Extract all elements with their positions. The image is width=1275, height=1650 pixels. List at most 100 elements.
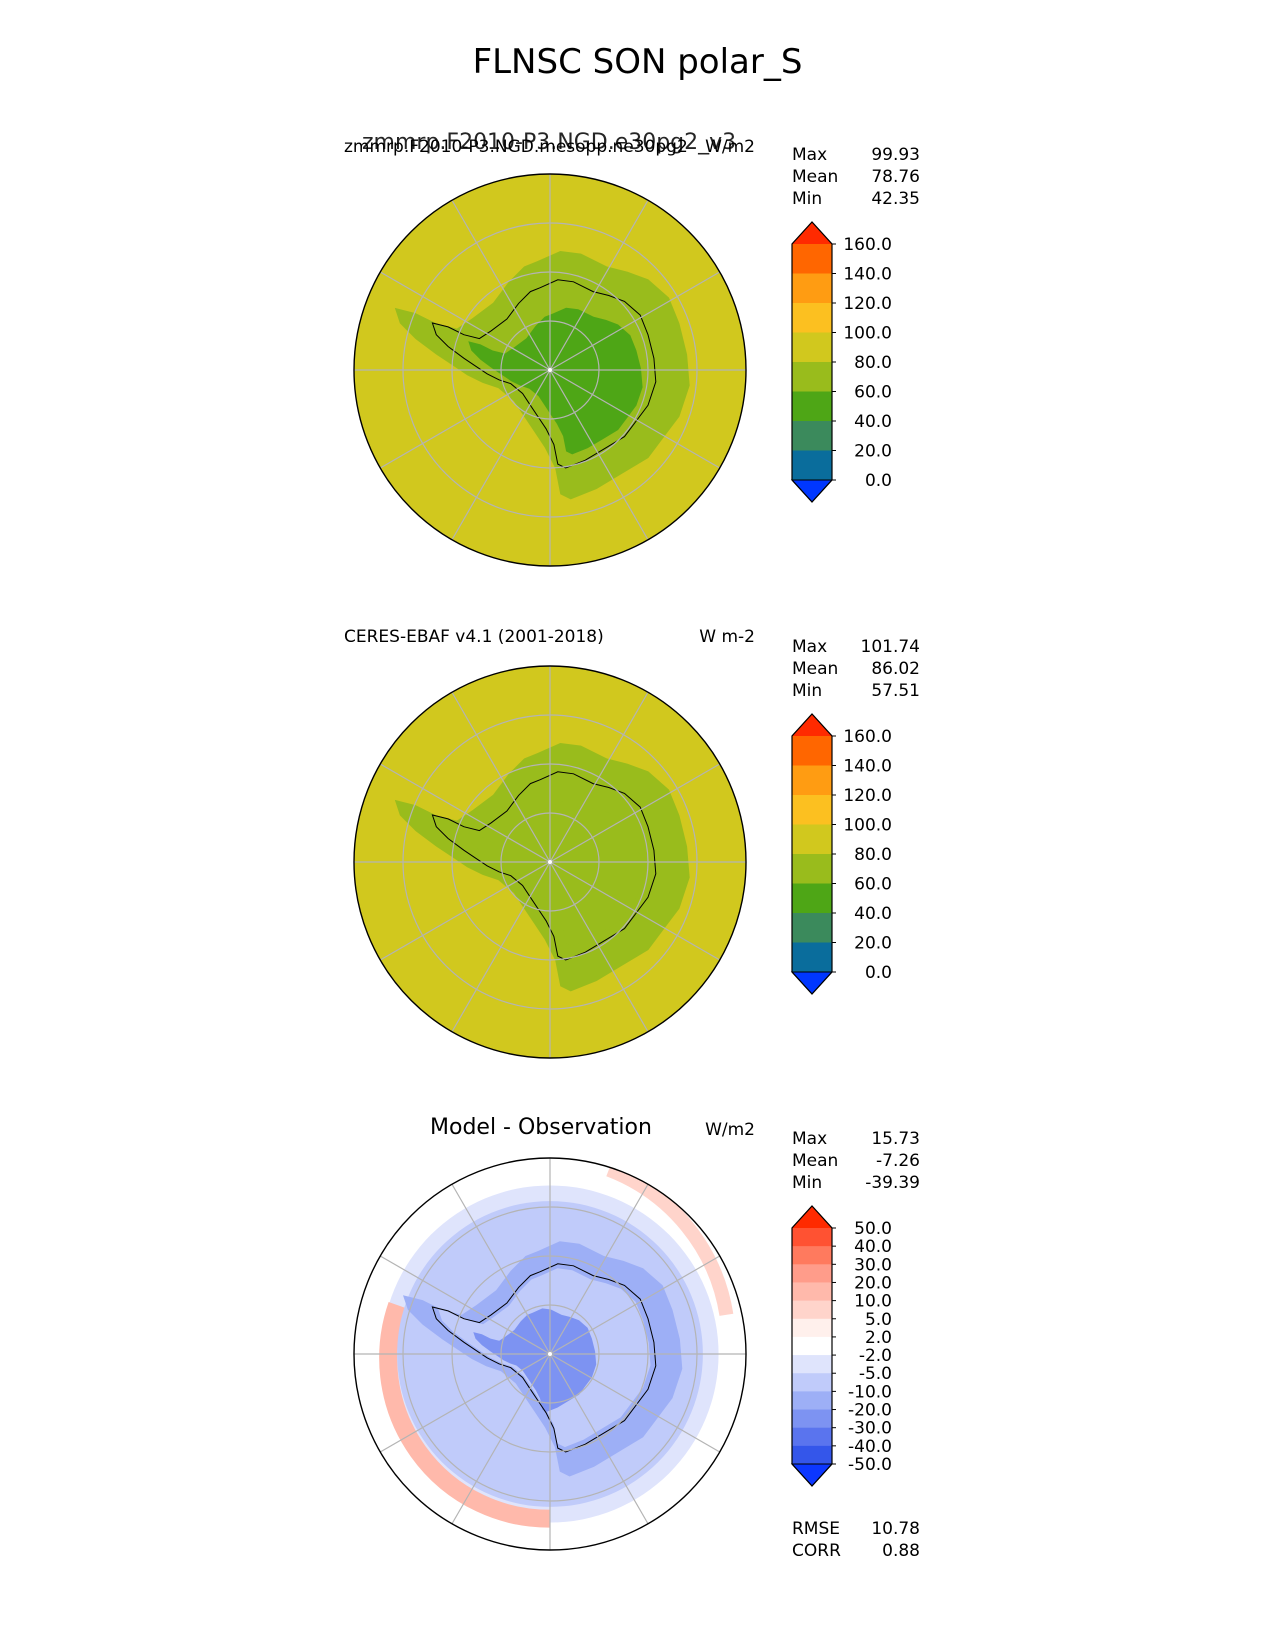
colorbar-tick-label: 60.0 [854, 383, 892, 403]
corr-label: CORR [792, 1541, 841, 1561]
colorbar-tick-label: 140.0 [843, 265, 892, 285]
colorbar-segment [792, 824, 832, 855]
colorbar-segment [792, 736, 832, 766]
panel-diff-units: W/m2 [705, 1120, 755, 1140]
map-boundary [353, 173, 747, 567]
colorbar-tick-label: 140.0 [843, 757, 892, 777]
colorbar-tick-label: 100.0 [843, 816, 892, 836]
colorbar-tick-label: 10.0 [854, 1292, 892, 1312]
pole-marker [548, 860, 552, 864]
colorbar-segment [792, 362, 832, 392]
colorbar-segment [792, 1391, 832, 1411]
colorbar-segment [792, 913, 832, 943]
colorbar-segment [792, 1318, 832, 1338]
meridian-line [549, 861, 649, 1033]
colorbar-extend-bottom [790, 971, 834, 995]
colorbar-tick-label: 160.0 [843, 235, 892, 255]
corr-value: 0.88 [882, 1541, 920, 1561]
meridian-line [451, 691, 551, 863]
map-field [354, 666, 746, 1058]
colorbar-segment [792, 273, 832, 304]
stat-mean: 86.02 [871, 659, 920, 679]
meridian-line [549, 763, 721, 863]
colorbar-segment [792, 332, 832, 363]
rmse-label: RMSE [792, 1519, 841, 1539]
meridian-line [549, 199, 649, 371]
colorbar-cap-top [792, 222, 832, 244]
stat-max: 101.74 [860, 637, 920, 657]
panel-obs-title-left: CERES-EBAF v4.1 (2001-2018) [344, 627, 604, 647]
colorbar-segment [792, 854, 832, 884]
colorbar-tick-label: -10.0 [848, 1382, 892, 1402]
colorbar-tick-label: 40.0 [854, 904, 892, 924]
colorbar-tick-label: -20.0 [848, 1401, 892, 1421]
stat-label-mean: Mean [792, 1151, 839, 1171]
meridian-line [379, 369, 551, 469]
stat-label-mean: Mean [792, 659, 839, 679]
colorbar-tick-label: -2.0 [859, 1346, 892, 1366]
stat-label-max: Max [792, 637, 828, 657]
meridian-line [451, 1183, 551, 1355]
polar-map-observation [353, 665, 747, 1059]
colorbar-segment [792, 942, 832, 973]
map-boundary [353, 1157, 747, 1551]
meridian-line [549, 691, 649, 863]
colorbar-segment [792, 1427, 832, 1447]
coastline [431, 1263, 657, 1453]
coastline [431, 771, 657, 961]
panel-model: zmmrp.F2010-P3.NGD.mesopp.ne30pg2 zmmrp.… [0, 0, 1275, 567]
meridian-line [451, 861, 551, 1033]
page-title: FLNSC SON polar_S [472, 42, 803, 82]
colorbar-segment [792, 303, 832, 333]
colorbar-tick-label: 80.0 [854, 845, 892, 865]
stat-label-min: Min [792, 681, 823, 701]
interior-field [473, 1308, 597, 1412]
colorbar-tick-label: -50.0 [848, 1455, 892, 1475]
panel-observation: CERES-EBAF v4.1 (2001-2018) W m-2 Max 101… [0, 0, 1275, 1059]
panel-model-title-overlap: zmmrp.F2010-P3.NGD.e30pg2_v3 [362, 130, 737, 155]
meridian-line [549, 1255, 721, 1355]
panel-model-title-left: zmmrp.F2010-P3.NGD.mesopp.ne30pg2 [344, 137, 688, 157]
colorbar-segment [792, 244, 832, 274]
colorbar-tick-label: 20.0 [854, 1273, 892, 1293]
stat-label-max: Max [792, 145, 828, 165]
colorbar-observation: 160.0 140.0 120.0 100.0 80.0 60.0 40.0 20.0 0.0 [790, 713, 892, 995]
colorbar-cap-top [792, 1206, 832, 1228]
stat-mean: -7.26 [876, 1151, 920, 1171]
colorbar-segment [792, 1445, 832, 1465]
meridian-line [549, 861, 721, 961]
stat-max: 99.93 [871, 145, 920, 165]
panel-obs-units: W m-2 [699, 627, 755, 647]
stat-min: 57.51 [871, 681, 920, 701]
interior-field [468, 307, 643, 455]
colorbar-segment [792, 1409, 832, 1429]
stat-label-min: Min [792, 189, 823, 209]
colorbar-segment [792, 1246, 832, 1265]
colorbar-tick-label: 20.0 [854, 442, 892, 462]
meridian-line [379, 861, 551, 961]
stat-label-max: Max [792, 1129, 828, 1149]
polar-map-difference [353, 1157, 747, 1551]
map-field [354, 174, 746, 566]
colorbar-tick-label: 80.0 [854, 353, 892, 373]
colorbar-tick-label: 5.0 [865, 1310, 892, 1330]
meridian-line [379, 271, 551, 371]
colorbar-extend-bottom [790, 479, 834, 503]
meridian-line [549, 369, 721, 469]
meridian-line [379, 763, 551, 863]
colorbar-tick-label: -40.0 [848, 1437, 892, 1457]
meridian-line [451, 199, 551, 371]
colorbar-segment [792, 1264, 832, 1283]
interior-field [468, 799, 643, 947]
panel-diff-footer-stats: RMSE 10.78 CORR 0.88 [792, 1518, 920, 1562]
colorbar-tick-label: 20.0 [854, 934, 892, 954]
panel-difference: Model - Observation W/m2 Max 15.73 Mean -7… [0, 0, 1275, 1561]
meridian-line [549, 1353, 721, 1453]
colorbar-difference: 50.040.030.020.010.05.02.0-2.0-5.0-10.0-… [790, 1205, 892, 1487]
stat-min: -39.39 [865, 1173, 920, 1193]
meridian-line [451, 1353, 551, 1525]
colorbar-segment [792, 1228, 832, 1247]
colorbar-tick-label: 120.0 [843, 294, 892, 314]
colorbar-tick-label: -30.0 [848, 1419, 892, 1439]
colorbar-segment [792, 391, 832, 422]
